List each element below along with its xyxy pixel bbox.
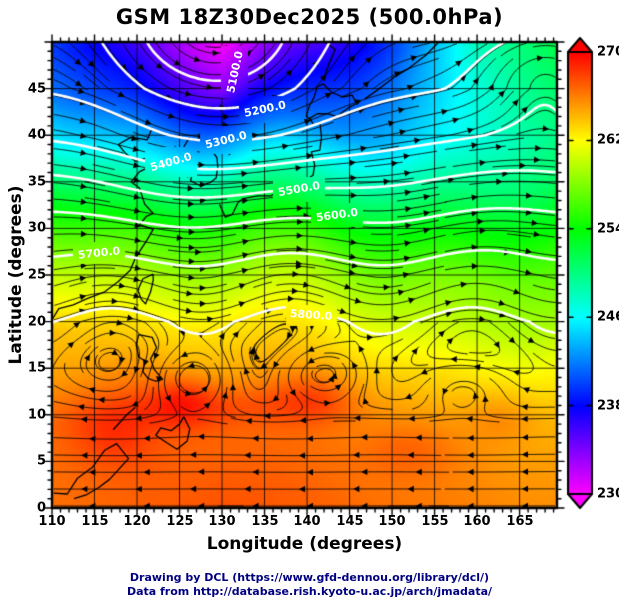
x-tick-label: 155 <box>421 514 449 529</box>
y-tick-label: 40 <box>27 127 46 143</box>
x-tick-label: 110 <box>38 514 66 529</box>
y-tick-label: 15 <box>27 360 46 376</box>
chart-title: GSM 18Z30Dec2025 (500.0hPa) <box>115 5 504 29</box>
y-tick-label: 30 <box>27 220 46 236</box>
colorbar-tick-label: 270 <box>597 44 619 60</box>
colorbar-tick-label: 230 <box>597 486 619 502</box>
colorbar-tick-label: 238 <box>597 398 619 414</box>
colorbar-tick-label: 262 <box>597 132 619 148</box>
credit-line-dcl: Drawing by DCL (https://www.gfd-dennou.o… <box>129 571 490 584</box>
credit-line-data: Data from http://database.rish.kyoto-u.a… <box>126 585 493 598</box>
x-tick-label: 165 <box>506 514 534 529</box>
y-tick-label: 25 <box>27 267 46 283</box>
x-tick-label: 140 <box>293 514 321 529</box>
x-tick-label: 160 <box>463 514 491 529</box>
x-tick-label: 120 <box>123 514 151 529</box>
colorbar-tick-label: 254 <box>597 221 619 237</box>
x-tick-label: 115 <box>81 514 109 529</box>
x-tick-label: 130 <box>208 514 236 529</box>
colorbar-tick-label: 246 <box>597 309 619 325</box>
x-tick-label: 150 <box>378 514 406 529</box>
x-tick-label: 145 <box>336 514 364 529</box>
x-tick-label: 135 <box>251 514 279 529</box>
y-tick-label: 10 <box>27 407 46 423</box>
x-tick-label: 125 <box>166 514 194 529</box>
y-tick-label: 20 <box>27 314 46 330</box>
y-tick-label: 35 <box>27 174 46 190</box>
y-tick-label: 0 <box>36 500 46 516</box>
x-axis-label: Longitude (degrees) <box>206 534 403 554</box>
y-tick-label: 45 <box>27 81 46 97</box>
y-tick-label: 5 <box>36 453 46 469</box>
